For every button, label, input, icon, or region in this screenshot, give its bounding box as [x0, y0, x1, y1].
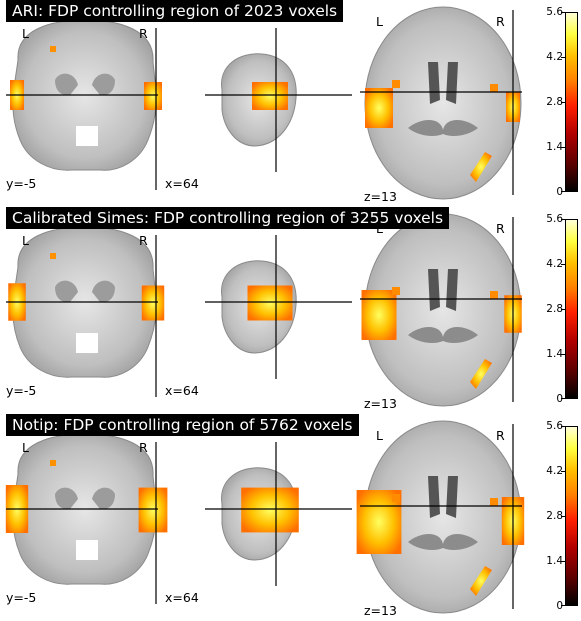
left-label-axial: L: [376, 221, 383, 236]
left-label-coronal: L: [22, 233, 29, 248]
left-label-coronal: L: [22, 26, 29, 41]
colorbar: [565, 426, 578, 606]
panel-title: ARI: FDP controlling region of 2023 voxe…: [6, 0, 344, 22]
colorbar-tick: 4.2: [546, 258, 563, 270]
z-coordinate: z=13: [364, 603, 397, 618]
sagittal-slice: [221, 260, 297, 354]
brain-slices: [6, 213, 522, 407]
left-label-coronal: L: [22, 440, 29, 455]
right-label-coronal: R: [139, 26, 148, 41]
sagittal-slice: [221, 467, 299, 561]
colorbar-tick: 4.2: [546, 51, 563, 63]
y-coordinate: y=-5: [6, 590, 37, 605]
colorbar-tick: 1.4: [546, 555, 563, 567]
panel-2: Calibrated Simes: FDP controlling region…: [0, 207, 581, 414]
axial-slice: [361, 213, 522, 407]
panel-1: ARI: FDP controlling region of 2023 voxe…: [0, 0, 581, 207]
panel-3: Notip: FDP controlling region of 5762 vo…: [0, 414, 581, 621]
x-coordinate: x=64: [165, 176, 199, 191]
panel-title: Calibrated Simes: FDP controlling region…: [6, 207, 450, 229]
colorbar-tick: 0: [556, 600, 563, 612]
brain-slices: [5, 420, 525, 614]
z-coordinate: z=13: [364, 189, 397, 204]
axial-slice: [356, 420, 525, 614]
brain-slices: [6, 6, 522, 200]
right-label-axial: R: [496, 14, 505, 29]
x-coordinate: x=64: [165, 590, 199, 605]
sagittal-slice: [221, 53, 297, 147]
colorbar-tick: 0: [556, 186, 563, 198]
colorbar-tick: 4.2: [546, 465, 563, 477]
x-coordinate: x=64: [165, 383, 199, 398]
colorbar-tick: 1.4: [546, 141, 563, 153]
panel-title: Notip: FDP controlling region of 5762 vo…: [6, 414, 359, 436]
colorbar-tick: 0: [556, 393, 563, 405]
y-coordinate: y=-5: [6, 176, 37, 191]
axial-slice: [364, 6, 522, 200]
colorbar-tick: 2.8: [546, 510, 563, 522]
left-label-axial: L: [376, 14, 383, 29]
colorbar-tick: 2.8: [546, 96, 563, 108]
y-coordinate: y=-5: [6, 383, 37, 398]
colorbar-tick: 2.8: [546, 303, 563, 315]
z-coordinate: z=13: [364, 396, 397, 411]
colorbar-tick: 1.4: [546, 348, 563, 360]
right-label-axial: R: [496, 428, 505, 443]
colorbar-tick: 5.6: [546, 420, 563, 432]
right-label-coronal: R: [139, 440, 148, 455]
right-label-axial: R: [496, 221, 505, 236]
colorbar-tick: 5.6: [546, 213, 563, 225]
colorbar: [565, 12, 578, 192]
colorbar-tick: 5.6: [546, 6, 563, 18]
colorbar: [565, 219, 578, 399]
right-label-coronal: R: [139, 233, 148, 248]
left-label-axial: L: [376, 428, 383, 443]
